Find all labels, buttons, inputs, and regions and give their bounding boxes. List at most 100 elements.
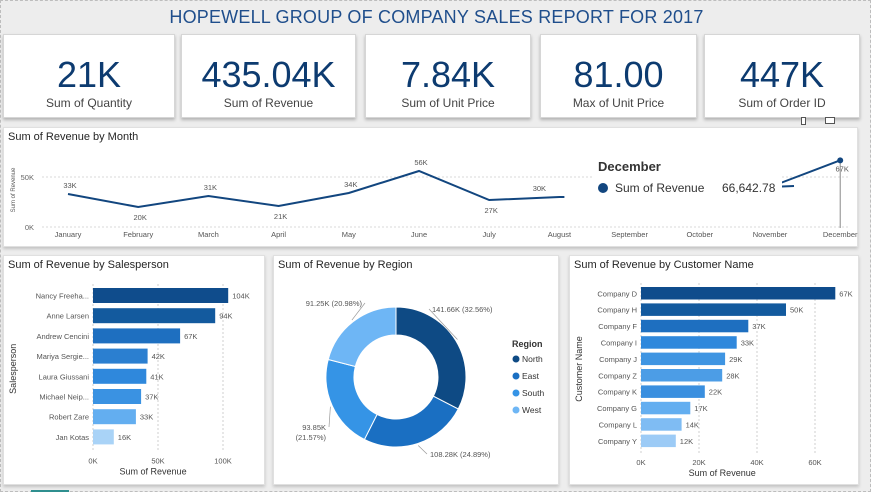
category-label: Company F <box>598 322 637 331</box>
kpi-value: 7.84K <box>400 54 496 95</box>
bar <box>93 328 181 344</box>
chart-title: Sum of Revenue by Month <box>8 131 139 143</box>
revenue-by-month-card[interactable]: Sum of Revenue by Month Sum of Revenue 0K… <box>3 117 859 248</box>
leader-line <box>417 445 428 455</box>
category-label: Anne Larsen <box>46 312 89 321</box>
data-label: 37K <box>145 393 158 402</box>
bar <box>641 434 676 448</box>
category-label: Company D <box>597 289 637 298</box>
salesperson-bar-chart[interactable]: 0K 50K 100K Sum of Revenue Salesperson Nancy … <box>4 256 266 486</box>
category-label: Andrew Cencini <box>36 332 89 341</box>
data-label: 94K <box>219 312 232 321</box>
x-tick-label: June <box>411 230 427 239</box>
chart-title: Sum of Revenue by Salesperson <box>8 259 169 271</box>
kpi-card-quantity[interactable]: 21K Sum of Quantity <box>3 34 175 118</box>
category-label: Company Y <box>598 437 637 446</box>
bar <box>93 368 147 384</box>
chart-title: Sum of Revenue by Region <box>278 259 413 271</box>
bar <box>641 385 705 398</box>
x-tick-label: September <box>611 230 648 239</box>
bar <box>641 401 691 415</box>
x-tick-label: 0K <box>636 458 645 467</box>
category-label: Company L <box>599 420 637 429</box>
bar <box>641 418 682 431</box>
tooltip-heading: December <box>598 159 661 174</box>
data-label: 50K <box>790 306 803 315</box>
data-label: 20K <box>134 213 147 222</box>
region-donut-chart[interactable]: 141.66K (32.56%) 108.28K (24.89%) 93.85K(2… <box>274 256 560 486</box>
bar <box>641 303 786 316</box>
tooltip-series-name: Sum of Revenue <box>615 181 705 195</box>
x-tick-label: March <box>198 230 219 239</box>
data-label: 27K <box>485 206 498 215</box>
legend-marker <box>512 406 520 414</box>
legend-marker <box>512 389 520 397</box>
bar <box>641 369 723 382</box>
x-tick-label: December <box>823 230 858 239</box>
legend-marker <box>512 355 520 363</box>
tooltip-box <box>592 156 782 206</box>
customer-bar-chart[interactable]: 0K 20K 40K 60K Sum of Revenue Customer Name Co… <box>570 256 860 486</box>
highlight-point <box>837 157 844 164</box>
category-label: Nancy Freeha... <box>36 292 89 301</box>
bar <box>641 336 737 349</box>
x-tick-label: February <box>123 230 153 239</box>
data-label: 34K <box>344 180 357 189</box>
line-chart[interactable]: Sum of Revenue 0K 50K January February March A… <box>4 128 859 248</box>
category-label: Mariya Sergie... <box>36 352 89 361</box>
y-axis-title: Sum of Revenue <box>11 167 17 212</box>
revenue-by-region-card[interactable]: Sum of Revenue by Region 141.66K (32.56%… <box>273 255 559 485</box>
kpi-label: Sum of Revenue <box>223 96 314 110</box>
filter-icon[interactable] <box>801 117 806 125</box>
x-tick-label: May <box>342 230 356 239</box>
category-label: Company Z <box>598 371 637 380</box>
bar <box>93 389 142 404</box>
data-label: 17K <box>694 404 707 413</box>
data-label: 67K <box>839 289 852 298</box>
y-axis-title: Customer Name <box>574 336 584 402</box>
legend-label: North <box>522 354 543 364</box>
slice-label: 141.66K (32.56%) <box>432 305 493 314</box>
data-label: 14K <box>686 420 699 429</box>
focus-mode-icon[interactable] <box>825 117 835 124</box>
data-label: 56K <box>414 158 427 167</box>
data-label: 104K <box>232 292 250 301</box>
kpi-value: 435.04K <box>201 54 336 95</box>
leader-line <box>328 406 331 428</box>
data-label: 33K <box>741 338 754 347</box>
revenue-by-customer-card[interactable]: Sum of Revenue by Customer Name 0K 20K 40K… <box>569 255 859 485</box>
kpi-value: 21K <box>56 54 122 95</box>
legend-title: Region <box>512 339 543 349</box>
kpi-card-unit-price[interactable]: 7.84K Sum of Unit Price <box>365 34 531 118</box>
bar <box>641 352 726 366</box>
category-label: Company I <box>601 338 637 347</box>
kpi-label: Max of Unit Price <box>572 96 665 110</box>
category-label: Jan Kotas <box>56 433 90 442</box>
kpi-card-order-id[interactable]: 447K Sum of Order ID <box>704 34 860 118</box>
page-tab-indicator[interactable] <box>31 490 69 492</box>
x-tick-label: 0K <box>88 457 97 466</box>
data-label: 67K <box>184 332 197 341</box>
x-axis-title: Sum of Revenue <box>689 468 756 478</box>
data-label: 42K <box>152 352 165 361</box>
data-label: 41K <box>150 372 163 381</box>
donut-slice-west <box>327 306 397 368</box>
y-tick-label: 50K <box>21 173 34 182</box>
data-label: 67K <box>836 164 849 173</box>
x-tick-label: November <box>753 230 788 239</box>
kpi-card-revenue[interactable]: 435.04K Sum of Revenue <box>181 34 356 118</box>
chart-title: Sum of Revenue by Customer Name <box>574 259 754 271</box>
kpi-card-max-unit-price[interactable]: 81.00 Max of Unit Price <box>540 34 697 118</box>
x-tick-label: 50K <box>151 457 164 466</box>
x-tick-label: January <box>55 230 82 239</box>
data-label: 12K <box>680 437 693 446</box>
data-label: 22K <box>709 388 722 397</box>
tooltip-series-value: 66,642.78 <box>722 181 776 195</box>
leader-line <box>428 308 458 340</box>
revenue-by-salesperson-card[interactable]: Sum of Revenue by Salesperson 0K 50K 100K S… <box>3 255 265 485</box>
data-label: 29K <box>729 355 742 364</box>
category-label: Company K <box>598 388 637 397</box>
bar <box>641 319 749 333</box>
bar <box>93 308 216 324</box>
